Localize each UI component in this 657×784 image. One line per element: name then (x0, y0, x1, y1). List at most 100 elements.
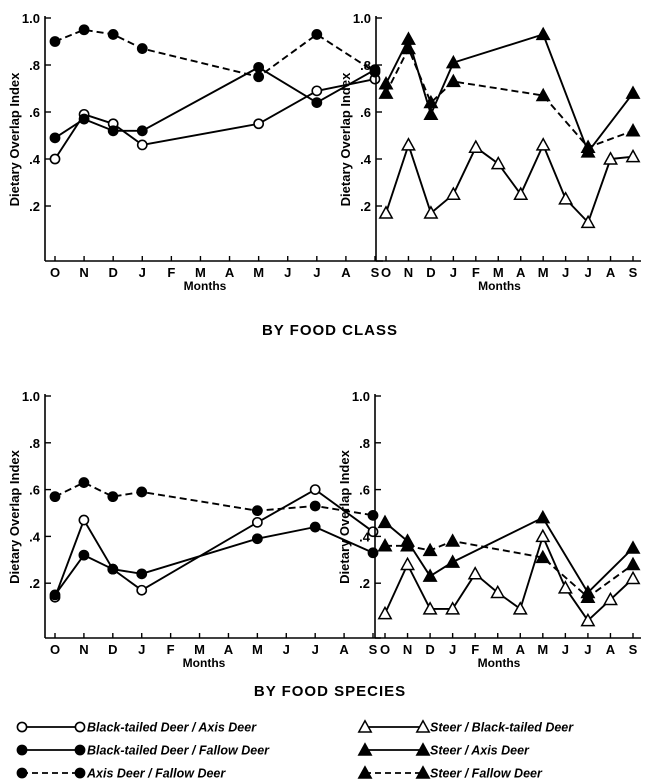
legend-item: Axis Deer / Fallow Deer (16, 767, 226, 781)
y-tick-label: .4 (359, 529, 371, 544)
legend-item: Steer / Axis Deer (357, 742, 530, 758)
legend-item: Steer / Fallow Deer (357, 765, 543, 781)
data-point (400, 137, 416, 151)
data-point (422, 601, 438, 615)
legend-label: Steer / Black-tailed Deer (430, 721, 574, 735)
x-tick-label: S (629, 642, 638, 657)
data-point (49, 132, 61, 144)
data-point (625, 556, 641, 571)
data-point (107, 125, 119, 137)
x-tick-label: D (425, 642, 434, 657)
data-point (422, 568, 438, 582)
x-tick-label: J (584, 265, 591, 280)
x-tick-label: F (472, 265, 480, 280)
x-tick-label: A (339, 642, 349, 657)
series-line (385, 47, 634, 149)
data-point (49, 153, 61, 165)
y-tick-label: .4 (360, 152, 372, 167)
x-tick-label: N (404, 265, 413, 280)
y-tick-label: 1.0 (353, 11, 371, 26)
data-point (535, 549, 551, 564)
data-point (535, 87, 551, 102)
x-tick-label: D (426, 265, 435, 280)
legend-marker (415, 765, 431, 779)
data-point (467, 566, 483, 580)
y-tick-label: .2 (29, 576, 40, 591)
legend-item: Black-tailed Deer / Fallow Deer (16, 744, 270, 758)
legend-marker (415, 719, 431, 733)
data-point (369, 66, 381, 78)
legend-marker (415, 742, 431, 756)
y-tick-label: .6 (29, 483, 40, 498)
y-tick-label: 1.0 (22, 389, 40, 404)
series-line (385, 143, 634, 224)
y-tick-label: .2 (359, 576, 370, 591)
x-tick-label: S (369, 642, 378, 657)
data-point (378, 205, 394, 219)
data-point (580, 139, 596, 153)
data-point (107, 29, 119, 40)
x-tick-label: A (341, 265, 351, 280)
chart-panel-1: 1.0 .8 .6 .4 .2 O N D J F M A M J J A S Months Dietary Ove… (7, 11, 383, 293)
data-point (107, 563, 119, 575)
legend-item: Black-tailed Deer / Axis Deer (16, 721, 257, 735)
data-point (311, 85, 323, 97)
x-tick-label: A (516, 642, 526, 657)
data-point (253, 61, 265, 73)
data-point (311, 97, 323, 108)
data-point (378, 85, 394, 99)
series-line (54, 66, 376, 139)
x-tick-label: J (450, 265, 457, 280)
data-point (400, 538, 416, 552)
data-point (580, 589, 596, 603)
series-line (54, 526, 374, 596)
series-line (54, 488, 374, 598)
x-tick-label: M (252, 642, 263, 657)
x-tick-label: M (194, 642, 205, 657)
data-point (78, 477, 90, 488)
legend-label: Steer / Axis Deer (430, 744, 530, 758)
x-axis-label: Months (478, 656, 521, 670)
legend-marker (16, 744, 28, 756)
x-axis-label: Months (183, 656, 226, 670)
x-tick-label: M (538, 265, 549, 280)
series-line (384, 516, 634, 594)
section-title-food-species: BY FOOD SPECIES (254, 683, 406, 700)
x-tick-label: F (167, 265, 175, 280)
data-point (377, 605, 393, 620)
y-axis-label: Dietary Overlap Index (7, 72, 22, 206)
data-point (136, 584, 148, 596)
data-point (78, 24, 90, 36)
legend-marker (16, 767, 28, 779)
y-tick-label: .4 (29, 529, 41, 544)
x-tick-label: A (225, 265, 235, 280)
series-line (385, 540, 634, 599)
legend-marker (74, 744, 86, 756)
data-point (490, 584, 506, 599)
data-point (468, 139, 484, 153)
data-point (423, 106, 439, 121)
x-tick-label: O (50, 265, 60, 280)
data-point (625, 570, 641, 585)
data-point (580, 612, 596, 627)
x-tick-label: N (403, 642, 412, 657)
data-point (136, 568, 148, 580)
x-tick-label: J (562, 642, 569, 657)
x-tick-label: M (253, 265, 264, 280)
data-point (49, 589, 61, 601)
legend-marker (16, 721, 28, 733)
data-point (251, 516, 263, 528)
data-point (422, 542, 438, 557)
x-tick-label: J (283, 642, 290, 657)
y-tick-label: 1.0 (22, 11, 40, 26)
legend-marker (357, 742, 373, 756)
x-tick-label: J (138, 642, 145, 657)
data-point (367, 547, 379, 559)
data-point (309, 521, 321, 533)
data-point (253, 71, 265, 83)
x-axis-label: Months (478, 279, 521, 293)
data-point (367, 509, 379, 521)
x-tick-label: N (79, 642, 88, 657)
